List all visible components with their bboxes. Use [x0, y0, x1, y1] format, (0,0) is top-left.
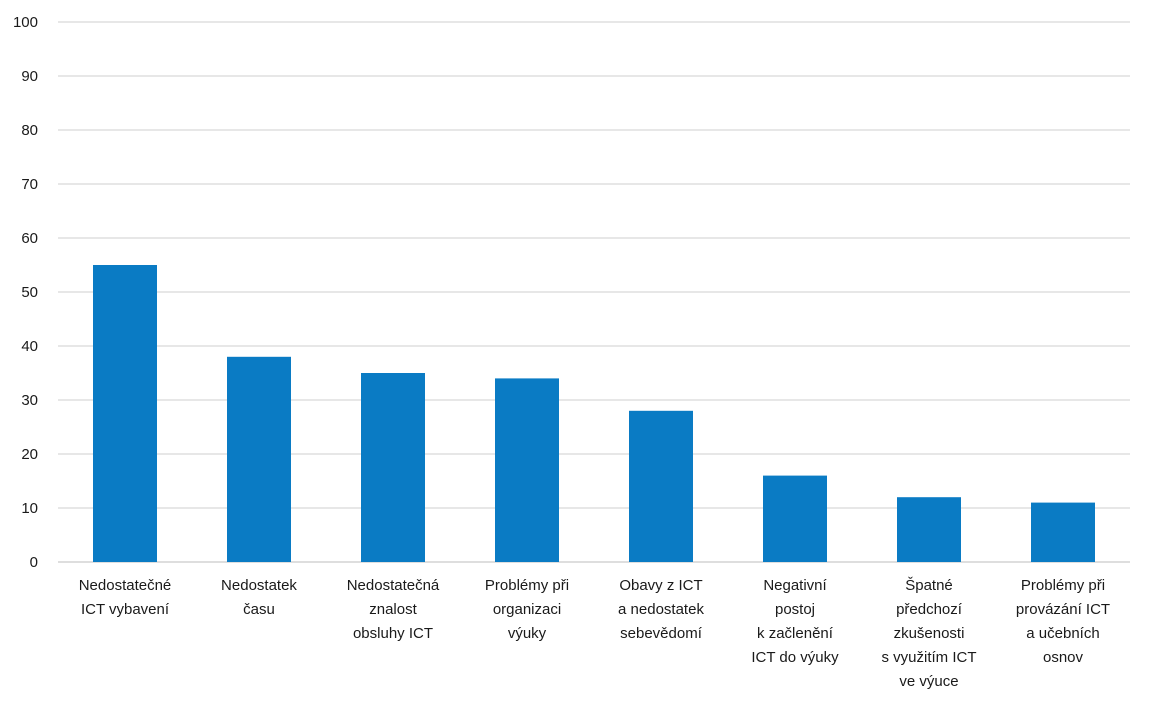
category-label: Problémy při provázání ICT a učebních osnov: [1016, 577, 1110, 666]
y-tick-label: 80: [21, 122, 38, 139]
y-tick-label: 70: [21, 176, 38, 193]
bars: [93, 265, 1095, 562]
bar: [227, 356, 291, 562]
y-tick-label: 20: [21, 446, 38, 463]
bar: [495, 378, 559, 562]
y-axis-ticks: 0 10 20 30 40 50 60 70 80 90 100: [13, 14, 38, 571]
y-tick-label: 10: [21, 500, 38, 517]
y-tick-label: 60: [21, 230, 38, 247]
y-tick-label: 40: [21, 338, 38, 355]
y-tick-label: 30: [21, 392, 38, 409]
bar: [629, 410, 693, 562]
category-label: Nedostatečné ICT vybavení: [79, 577, 172, 618]
category-label: Problémy při organizaci výuky: [485, 577, 569, 642]
x-axis-labels: Nedostatečné ICT vybavení Nedostatek času Ne…: [79, 577, 1110, 690]
y-tick-label: 100: [13, 14, 38, 31]
category-label: Nedostatečná znalost obsluhy ICT: [347, 577, 440, 642]
bar: [1031, 502, 1095, 562]
y-tick-label: 0: [30, 554, 38, 571]
bar: [93, 265, 157, 562]
bar: [763, 475, 827, 562]
y-tick-label: 50: [21, 284, 38, 301]
y-tick-label: 90: [21, 68, 38, 85]
category-label: Negativní postoj k začlenění ICT do výuky: [751, 577, 839, 666]
category-label: Nedostatek času: [221, 577, 297, 618]
bar: [361, 373, 425, 562]
gridlines: [58, 21, 1130, 563]
category-label: Špatné předchozí zkušenosti s využitím ICT v…: [881, 577, 976, 690]
category-label: Obavy z ICT a nedostatek sebevědomí: [618, 577, 704, 642]
bar: [897, 497, 961, 562]
